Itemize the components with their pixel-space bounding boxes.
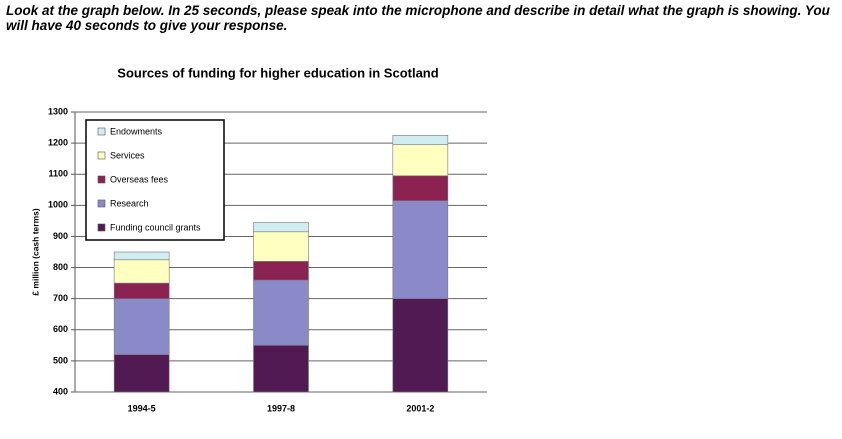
bar-segment [392, 175, 449, 201]
legend-swatch [97, 151, 106, 160]
bar-segment [253, 345, 309, 393]
y-tick-label: 1300 [48, 106, 68, 116]
instruction: Look at the graph below. In 25 seconds, … [6, 3, 830, 33]
legend-label: Services [110, 150, 145, 160]
bar-segment [392, 135, 449, 145]
legend-box [85, 119, 225, 241]
y-tick-label: 400 [53, 386, 68, 396]
bar-segment [113, 251, 170, 261]
y-tick-label: 1000 [48, 200, 68, 210]
legend-swatch [97, 223, 106, 232]
legend-label: Overseas fees [110, 174, 169, 184]
legend-label: Research [110, 198, 149, 208]
legend-label: Endowments [110, 126, 163, 136]
bar-segment [392, 144, 449, 177]
bar-segment [253, 261, 309, 281]
legend-swatch [97, 175, 106, 184]
bar-segment [113, 354, 170, 393]
bar-segment [253, 231, 309, 262]
legend-swatch [97, 127, 106, 136]
y-tick-label: 1100 [48, 169, 68, 179]
y-axis-label: £ million (cash terms) [30, 208, 40, 296]
y-tick-label: 600 [53, 324, 68, 334]
x-tick-label: 2001-2 [406, 403, 434, 413]
y-tick-label: 500 [53, 355, 68, 365]
bar-segment [113, 259, 170, 284]
y-tick-label: 700 [53, 293, 68, 303]
bar-segment [113, 282, 170, 299]
bar-segment [253, 279, 309, 346]
y-tick-label: 1200 [48, 137, 68, 147]
bar-segment [113, 298, 170, 355]
legend-label: Funding council grants [110, 222, 201, 232]
x-tick-label: 1994-5 [128, 403, 156, 413]
y-tick-label: 900 [53, 231, 68, 241]
bar-segment [392, 200, 449, 299]
y-tick-label: 800 [53, 262, 68, 272]
chart-title: Sources of funding for higher education … [117, 65, 438, 80]
x-tick-label: 1997-8 [267, 403, 295, 413]
bar-segment [253, 222, 309, 233]
bar-segment [392, 298, 449, 393]
legend-swatch [97, 199, 106, 208]
